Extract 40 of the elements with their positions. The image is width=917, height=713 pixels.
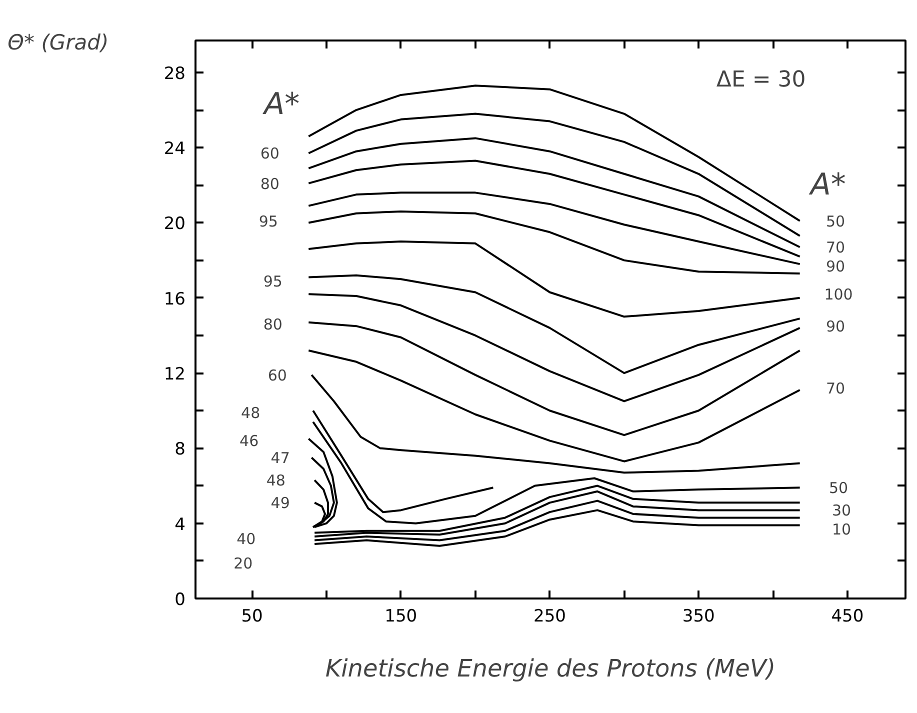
annotation: 46 — [240, 432, 259, 450]
annotation: 70 — [826, 380, 846, 398]
annotation: 60 — [268, 366, 287, 384]
annotation: A* — [808, 168, 846, 203]
x-tick-label: 150 — [384, 606, 418, 626]
annotation: 100 — [824, 286, 853, 304]
y-tick-label: 0 — [174, 590, 186, 610]
y-tick-label: 28 — [164, 64, 186, 84]
annotation: 50 — [826, 212, 846, 230]
annotation: 49 — [270, 494, 290, 512]
annotation: 90 — [826, 318, 846, 336]
annotation: 30 — [832, 502, 852, 520]
annotation: 70 — [826, 238, 846, 257]
annotation: 80 — [263, 316, 282, 334]
annotation: 60 — [260, 144, 280, 163]
annotation: 90 — [826, 257, 846, 276]
y-tick-label: 16 — [164, 289, 186, 310]
annotation: 48 — [241, 404, 260, 422]
x-tick-label: 350 — [682, 606, 715, 626]
y-axis-title: Θ* (Grad) — [8, 30, 109, 54]
y-tick-label: 20 — [164, 214, 186, 234]
y-tick-label: 12 — [164, 364, 186, 385]
x-tick-label: 450 — [831, 606, 864, 626]
y-tick-label: 24 — [164, 139, 186, 160]
annotation: 48 — [266, 472, 286, 490]
annotation: 50 — [828, 479, 848, 498]
annotation: 95 — [263, 272, 282, 290]
x-axis-title: Kinetische Energie des Protons (MeV) — [325, 654, 776, 682]
y-tick-label: 8 — [174, 440, 186, 460]
x-tick-label: 50 — [241, 606, 263, 626]
annotation: A* — [262, 86, 300, 122]
annotation: 20 — [234, 554, 253, 572]
annotation: 40 — [236, 530, 256, 548]
annotation: 95 — [258, 212, 278, 230]
annotation: 47 — [270, 449, 290, 468]
annotation: 80 — [260, 174, 280, 193]
annotation: 10 — [832, 520, 852, 538]
annotation: ΔE = 30 — [716, 67, 806, 92]
y-tick-label: 4 — [174, 514, 186, 535]
x-tick-label: 250 — [534, 606, 566, 626]
